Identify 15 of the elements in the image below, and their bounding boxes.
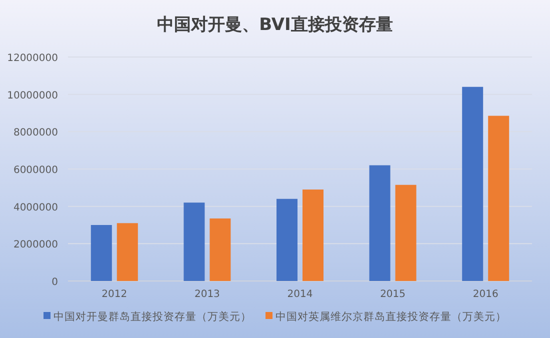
x-tick-label: 2012 xyxy=(102,289,128,300)
y-tick-label: 6000000 xyxy=(13,165,58,176)
legend-label: 中国对英属维尔京群岛直接投资存量（万美元） xyxy=(276,310,506,323)
x-tick-label: 2013 xyxy=(194,289,220,300)
y-tick-label: 12000000 xyxy=(7,53,58,64)
x-tick-label: 2014 xyxy=(287,289,313,300)
y-tick-label: 2000000 xyxy=(13,240,58,251)
y-tick-label: 4000000 xyxy=(13,202,58,214)
chart-title: 中国对开曼、BVI直接投资存量 xyxy=(157,15,393,35)
legend-label: 中国对开曼群岛直接投资存量（万美元） xyxy=(54,310,252,323)
y-tick-label: 0 xyxy=(52,277,58,288)
x-tick-label: 2015 xyxy=(380,289,406,300)
x-tick-label: 2016 xyxy=(472,289,498,300)
y-tick-label: 10000000 xyxy=(7,90,58,102)
y-tick-label: 8000000 xyxy=(13,128,58,139)
